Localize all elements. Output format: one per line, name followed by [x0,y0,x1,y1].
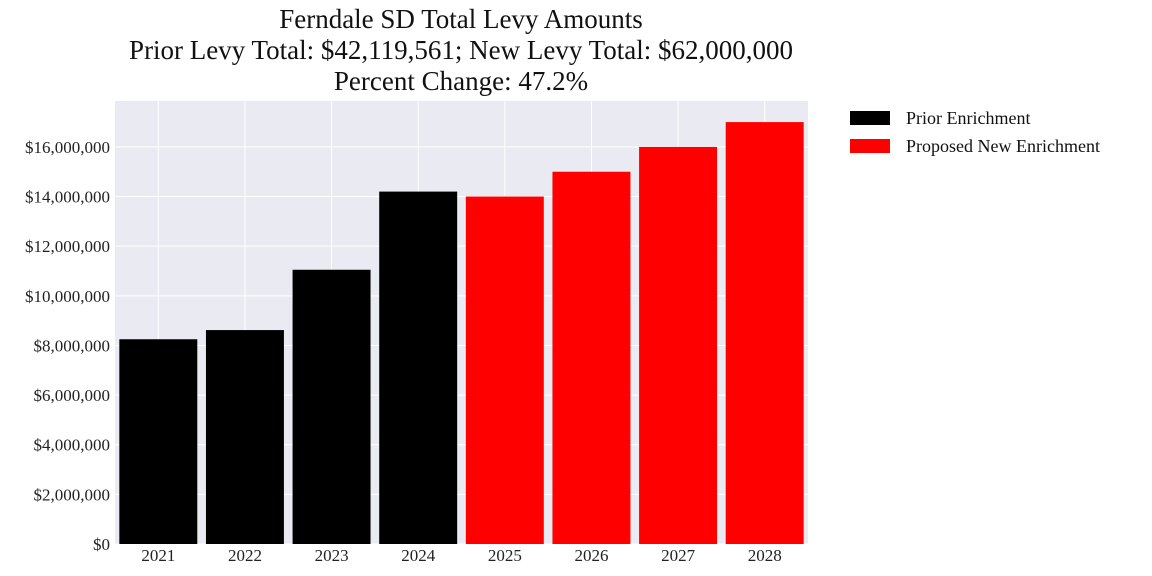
x-tick-label: 2022 [228,546,262,565]
legend-label-proposed: Proposed New Enrichment [906,135,1100,156]
bar-2024 [379,191,458,544]
legend-label-prior: Prior Enrichment [906,107,1031,128]
y-tick-label: $12,000,000 [25,237,110,256]
legend-swatch-prior [850,111,890,125]
y-tick-label: $2,000,000 [34,485,111,504]
y-tick-label: $8,000,000 [34,336,111,355]
legend-item-proposed-new-enrichment: Proposed New Enrichment [850,132,1100,160]
chart-subtitle-percent-change: Percent Change: 47.2% [333,66,589,96]
y-tick-label: $0 [93,535,110,554]
bar-2025 [465,196,544,545]
bar-2023 [292,269,371,544]
chart-title: Ferndale SD Total Levy Amounts [279,4,643,34]
legend-swatch-proposed [850,139,890,153]
bar-2028 [725,122,804,544]
y-tick-label: $14,000,000 [25,188,110,207]
x-tick-label: 2027 [661,546,696,565]
x-tick-label: 2023 [315,546,349,565]
x-tick-label: 2026 [574,546,608,565]
y-tick-label: $4,000,000 [34,436,111,455]
chart-title-block: Ferndale SD Total Levy Amounts Prior Lev… [0,4,922,97]
x-tick-label: 2028 [748,546,782,565]
legend-item-prior-enrichment: Prior Enrichment [850,104,1100,132]
x-tick-label: 2025 [488,546,522,565]
x-tick-label: 2021 [141,546,175,565]
x-tick-label: 2024 [401,546,436,565]
legend: Prior Enrichment Proposed New Enrichment [850,104,1100,160]
chart-subtitle-totals: Prior Levy Total: $42,119,561; New Levy … [129,35,793,65]
bar-2027 [639,146,718,545]
y-tick-label: $6,000,000 [34,386,111,405]
y-tick-label: $16,000,000 [25,138,110,157]
bar-2022 [205,330,284,544]
y-tick-label: $10,000,000 [25,287,110,306]
bar-2021 [119,339,198,544]
bar-2026 [552,171,631,545]
